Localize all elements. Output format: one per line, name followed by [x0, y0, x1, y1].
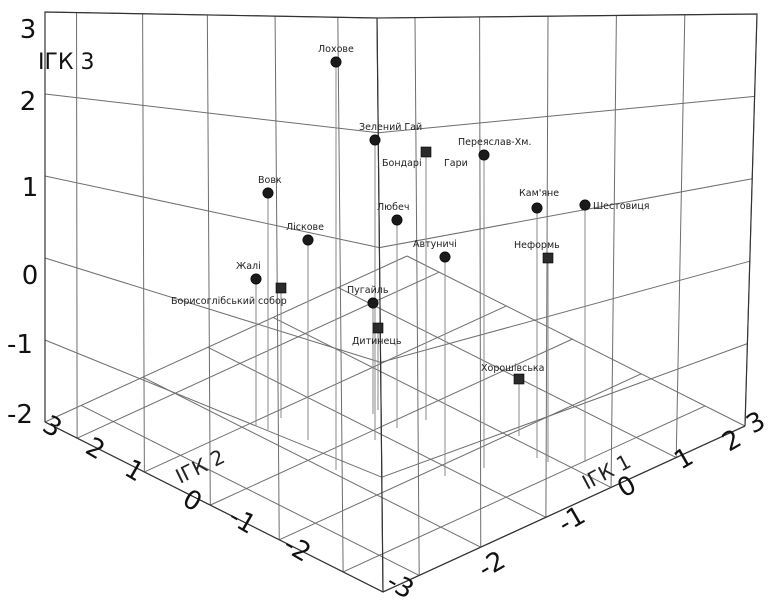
gridline-left-wall [44, 257, 381, 363]
z-tick-label: 0 [22, 261, 39, 291]
point-square [275, 282, 287, 294]
gridline-right-wall [379, 178, 753, 249]
gridline-floor [342, 405, 706, 573]
gridline-floor [210, 338, 573, 506]
point-label: Кам'яне [519, 188, 559, 199]
gridline-right-wall [381, 343, 748, 478]
gridline-left-wall-vertical [337, 17, 344, 572]
chart-frame-floor [44, 421, 746, 593]
gridline-left-wall [44, 175, 380, 249]
gridline-right-wall [380, 260, 750, 363]
gridline-right-wall-vertical [610, 15, 617, 488]
x-tick-label: 2 [717, 424, 746, 458]
point-label: Бондарі [382, 158, 422, 169]
z-tick-label: 2 [20, 87, 37, 117]
gridline-floor [142, 376, 481, 548]
z-tick-label: 3 [20, 15, 37, 45]
point-label: Гари [444, 158, 468, 169]
point-label: Любеч [377, 202, 409, 213]
point-circle [439, 251, 451, 263]
point-circle [369, 134, 381, 146]
point-circle [330, 56, 342, 68]
gridline-left-wall-vertical [206, 14, 211, 506]
gridline-left-wall-vertical [76, 12, 78, 439]
z-tick-label: -1 [7, 330, 33, 360]
point-label: Шестовиця [593, 201, 650, 212]
z-tick-labels: -2 -1 0 1 2 3 [7, 15, 38, 430]
y-tick-label: 2 [80, 432, 109, 466]
point-label: Лохове [318, 44, 354, 55]
y-tick-label: 3 [37, 410, 66, 444]
gridline-floor [76, 271, 440, 439]
gridline-right-wall-vertical [479, 16, 482, 548]
gridline-left-wall-vertical [142, 13, 145, 472]
y-tick-label: -2 [278, 530, 315, 569]
y-axis-title: ІГК 2 [172, 444, 229, 488]
gridline-left-wall [44, 339, 382, 478]
gridline-floor [80, 404, 420, 576]
gridline-right-wall-vertical [545, 16, 549, 518]
point-label: Переяслав-Хм. [458, 137, 531, 148]
point-circle [250, 273, 262, 285]
point-label: Жалі [236, 261, 261, 272]
point-square [420, 146, 432, 158]
point-circle [579, 199, 591, 211]
gridline-floor [406, 255, 746, 427]
point-circle [478, 149, 490, 161]
gridline-floor [272, 316, 612, 488]
point-circle [367, 297, 379, 309]
point-layer: Лохове Зелений Гай Бондарі Гари Переяслав-Хм… [171, 44, 650, 385]
gridline-floor [144, 305, 507, 473]
point-square [513, 373, 525, 385]
gridline-floor [279, 373, 642, 541]
z-tick-label: 1 [22, 173, 39, 203]
gridline-floor [337, 287, 677, 458]
point-circle [302, 234, 314, 246]
point-label: Хорошівська [481, 363, 544, 374]
x-tick-label: 1 [669, 442, 698, 476]
x-tick-label: -1 [553, 501, 590, 540]
point-circle [531, 202, 543, 214]
x-tick-label: 3 [741, 406, 770, 440]
point-label: Вовк [258, 175, 282, 186]
chart-frame-corner [376, 17, 384, 593]
gridline-right-wall [378, 95, 755, 134]
gridline-floor [207, 346, 547, 518]
y-tick-label: -1 [223, 502, 260, 541]
gridline-right-wall-vertical [675, 14, 686, 458]
point-label: Борисоглібський собор [171, 296, 287, 307]
point-label: Неформь [514, 240, 560, 251]
point-label: Автуничі [413, 239, 457, 250]
gridline-left-wall-vertical [274, 16, 280, 540]
x-tick-label: -2 [473, 546, 510, 585]
grid-layer [44, 11, 758, 593]
point-label: Зелений Гай [359, 122, 422, 133]
z-axis-title: ІГК 3 [38, 50, 95, 75]
point-square [542, 252, 554, 264]
point-square [372, 322, 384, 334]
gridline-right-wall-vertical [414, 17, 420, 576]
point-circle [391, 214, 403, 226]
gridline-floor [44, 255, 408, 423]
z-tick-label: -2 [7, 400, 33, 430]
stem-layer [255, 62, 586, 476]
gridline-left-wall [44, 93, 379, 134]
point-label: Дитинець [352, 336, 402, 347]
point-circle [262, 187, 274, 199]
point-label: Пугайль [347, 285, 389, 296]
point-label: Ліскове [286, 222, 324, 233]
